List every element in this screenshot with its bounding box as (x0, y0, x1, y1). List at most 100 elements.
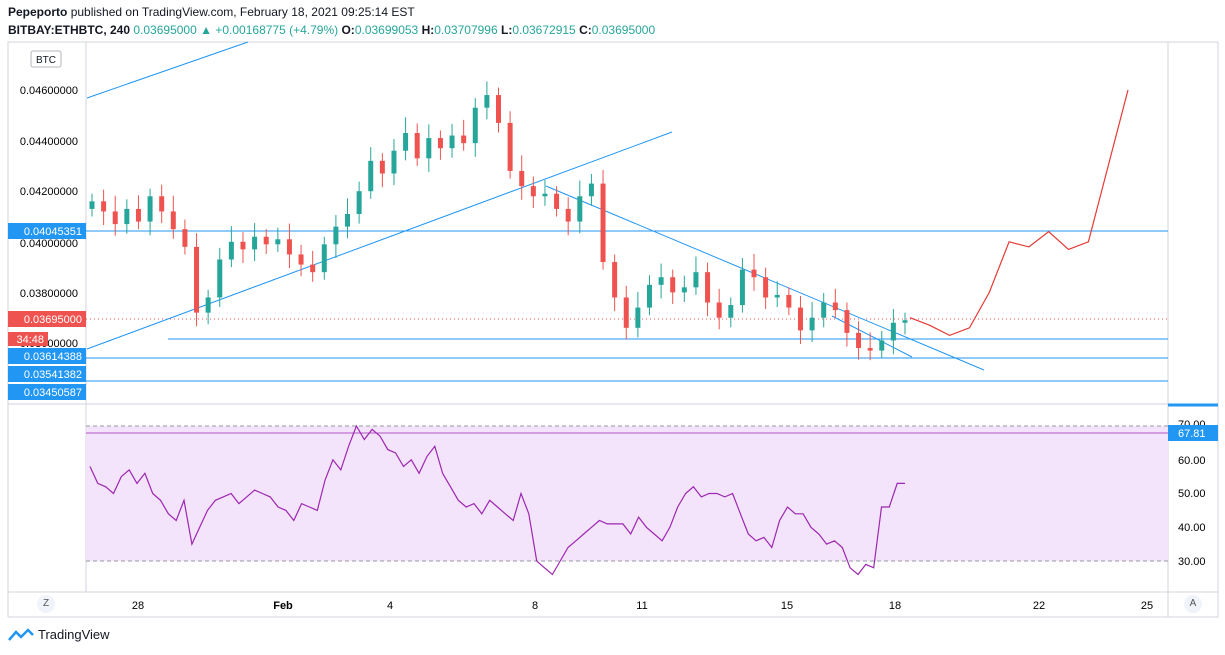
candle-body[interactable] (391, 150, 397, 174)
candle-body[interactable] (275, 239, 281, 245)
symbol-name[interactable]: BITBAY:ETHBTC, 240 (8, 23, 131, 37)
candle-body[interactable] (588, 183, 594, 197)
candle-body[interactable] (774, 294, 780, 298)
price-change: +0.00168775 (+4.79%) (215, 23, 339, 37)
candle-body[interactable] (426, 138, 432, 159)
candle-body[interactable] (496, 95, 501, 123)
candle-body[interactable] (321, 244, 327, 273)
candle-body[interactable] (159, 196, 165, 212)
price-label-support: 0.03541382 (8, 366, 86, 382)
candle-body[interactable] (89, 201, 95, 209)
candle-body[interactable] (565, 208, 571, 222)
trendline[interactable] (86, 131, 673, 350)
rsi-line[interactable] (89, 424, 905, 576)
candle-body[interactable] (763, 277, 769, 298)
candle-body[interactable] (635, 307, 641, 328)
candle-body[interactable] (530, 186, 536, 197)
candles-group[interactable] (89, 81, 908, 361)
candle-body[interactable] (403, 133, 409, 151)
candle-body[interactable] (693, 272, 699, 288)
price-tick: 0.04600000 (20, 85, 78, 97)
change-arrow-icon: ▲ (200, 23, 213, 37)
candle-body[interactable] (519, 170, 525, 187)
candle-body[interactable] (786, 294, 792, 308)
candle-body[interactable] (542, 193, 548, 197)
trendline[interactable] (831, 315, 913, 358)
candle-body[interactable] (902, 320, 908, 323)
candle-body[interactable] (170, 211, 176, 230)
candle-body[interactable] (670, 277, 676, 293)
candle-body[interactable] (205, 297, 211, 313)
candle-body[interactable] (577, 196, 583, 222)
trendline[interactable] (86, 41, 249, 99)
candle-body[interactable] (147, 196, 153, 222)
candle-body[interactable] (728, 305, 734, 318)
chart-frame (7, 41, 1219, 618)
forecast-path[interactable] (909, 89, 1129, 337)
candle-body[interactable] (739, 269, 745, 306)
candle-body[interactable] (623, 297, 629, 328)
candle-body[interactable] (821, 302, 827, 318)
candle-body[interactable] (263, 236, 269, 245)
candle-body[interactable] (554, 193, 560, 209)
footer-brand[interactable]: TradingView (8, 627, 110, 642)
time-tick: 28 (132, 600, 144, 612)
candle-body[interactable] (646, 284, 652, 308)
candle-body[interactable] (101, 201, 107, 212)
candle-body[interactable] (751, 269, 757, 278)
candle-body[interactable] (286, 239, 292, 255)
candle-body[interactable] (797, 307, 803, 331)
candle-body[interactable] (414, 133, 420, 159)
candle-body[interactable] (310, 264, 316, 273)
svg-text:0.03695000: 0.03695000 (24, 314, 82, 326)
candle-body[interactable] (228, 241, 234, 260)
publish-info: Pepeporto published on TradingView.com, … (8, 5, 415, 19)
candle-body[interactable] (879, 340, 885, 351)
price-axis[interactable]: 0.04600000 0.04400000 0.04200000 0.04000… (20, 85, 78, 350)
candle-body[interactable] (437, 138, 443, 149)
publisher-name[interactable]: Pepeporto (8, 5, 68, 19)
candle-body[interactable] (333, 226, 339, 245)
candle-body[interactable] (135, 208, 141, 222)
candle-body[interactable] (612, 262, 618, 298)
candle-body[interactable] (124, 208, 130, 225)
candle-body[interactable] (600, 183, 606, 263)
candle-body[interactable] (472, 107, 478, 144)
candle-body[interactable] (890, 322, 896, 341)
auto-scale-button[interactable]: A (1184, 595, 1202, 613)
time-tick: 25 (1141, 600, 1153, 612)
candle-body[interactable] (716, 302, 722, 318)
candle-body[interactable] (681, 287, 687, 293)
candle-body[interactable] (345, 213, 351, 227)
candle-body[interactable] (217, 259, 223, 298)
candle-body[interactable] (856, 332, 862, 349)
time-axis[interactable]: 28 Feb 4 8 11 15 18 22 25 (132, 600, 1153, 612)
time-tick: 22 (1033, 600, 1045, 612)
rsi-axis[interactable]: 70.00 60.00 50.00 40.00 30.00 (1178, 419, 1206, 568)
time-tick: 8 (532, 600, 538, 612)
candle-body[interactable] (705, 272, 711, 303)
candle-body[interactable] (461, 135, 467, 144)
candle-body[interactable] (182, 229, 188, 247)
candle-body[interactable] (298, 254, 304, 265)
low-label: L: (500, 23, 513, 37)
candle-body[interactable] (832, 302, 838, 311)
candle-body[interactable] (449, 135, 455, 149)
candle-body[interactable] (507, 122, 513, 171)
candle-body[interactable] (252, 236, 258, 250)
candle-body[interactable] (379, 160, 385, 174)
zoom-button[interactable]: Z (37, 595, 55, 613)
candle-body[interactable] (356, 191, 362, 214)
candle-body[interactable] (844, 310, 850, 333)
countdown-label: 34:48 (8, 332, 48, 346)
candle-body[interactable] (112, 211, 118, 225)
candle-body[interactable] (658, 277, 664, 285)
candle-body[interactable] (240, 241, 246, 250)
currency-badge[interactable] (30, 50, 62, 68)
candle-body[interactable] (194, 246, 200, 313)
candle-body[interactable] (867, 348, 873, 351)
candle-body[interactable] (484, 95, 490, 108)
candle-body[interactable] (809, 317, 815, 331)
candle-body[interactable] (368, 160, 374, 192)
